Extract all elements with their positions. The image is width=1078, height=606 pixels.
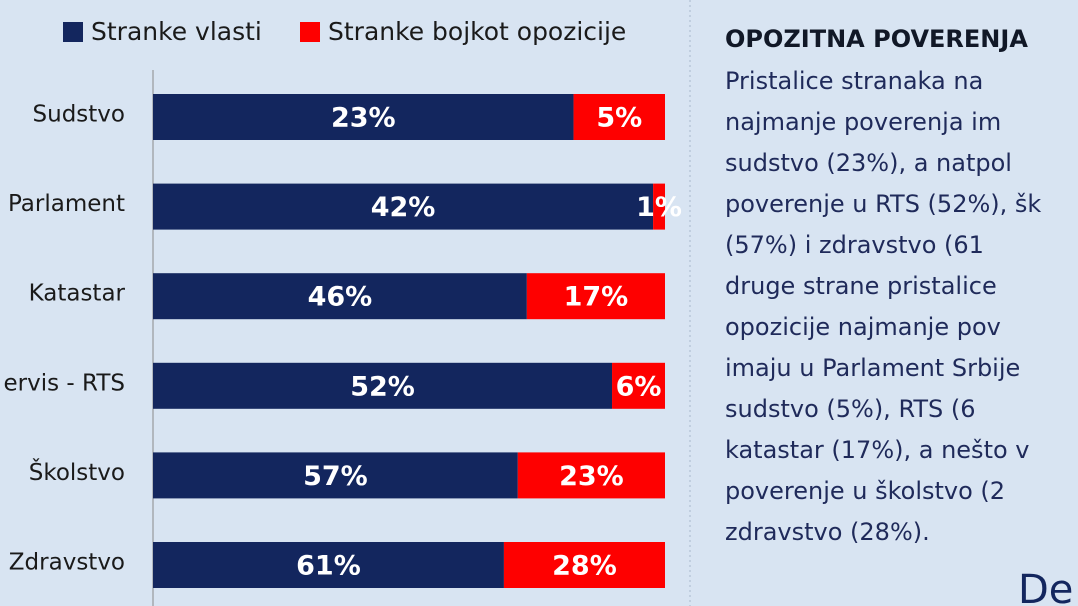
value-label: 5% [596,103,642,134]
bar-segment [153,452,518,499]
bar-segment [526,273,665,320]
value-label: 42% [371,192,436,223]
panel-text-line: poverenje u RTS (52%), šk [725,190,1041,218]
bar-segment [153,273,527,320]
legend-label: Stranke vlasti [91,17,262,46]
bar-segment [153,542,504,588]
value-label: 23% [559,461,624,492]
value-label: 6% [616,371,662,402]
category-label: Sudstvo [33,102,125,128]
value-label: 52% [350,371,415,402]
legend-swatch [63,22,83,42]
category-label: Parlament [8,191,125,217]
category-label: ervis - RTS [4,370,125,396]
bar-segment [503,542,665,588]
panel-text-line: (57%) i zdravstvo (61 [725,231,984,259]
panel-text-line: opozicije najmanje pov [725,313,1001,341]
value-label: 46% [308,282,373,313]
value-label: 61% [296,551,361,582]
bar-segment [573,94,665,140]
legend-label: Stranke bojkot opozicije [328,17,626,46]
panel-text-line: katastar (17%), a nešto v [725,436,1030,464]
value-label: 1% [636,192,682,223]
panel-text-line: zdravstvo (28%). [725,518,930,546]
value-label: 23% [331,103,396,134]
bar-segment [653,183,665,230]
panel-title: OPOZITNA POVERENJA [725,25,1028,53]
category-label: Zdravstvo [9,550,125,576]
bar-segment [517,452,665,499]
panel-text-line: imaju u Parlament Srbije [725,354,1020,382]
value-label: 17% [564,282,629,313]
panel-text-line: druge strane pristalice [725,272,997,300]
bar-segment [153,183,654,230]
panel-text-line: Pristalice stranaka na [725,67,983,95]
category-label: Školstvo [29,458,125,486]
logo: De [1018,567,1073,606]
category-label: Katastar [29,281,126,307]
bar-segment [153,94,574,140]
panel-text-line: sudstvo (5%), RTS (6 [725,395,976,423]
bar-segment [153,362,613,409]
value-label: 57% [303,461,368,492]
bar-segment [612,362,665,409]
panel-text-line: najmanje poverenja im [725,108,1001,136]
panel-text-line: poverenje u školstvo (2 [725,477,1005,505]
panel-text-line: sudstvo (23%), a natpol [725,149,1012,177]
value-label: 28% [552,551,617,582]
legend-swatch [300,22,320,42]
